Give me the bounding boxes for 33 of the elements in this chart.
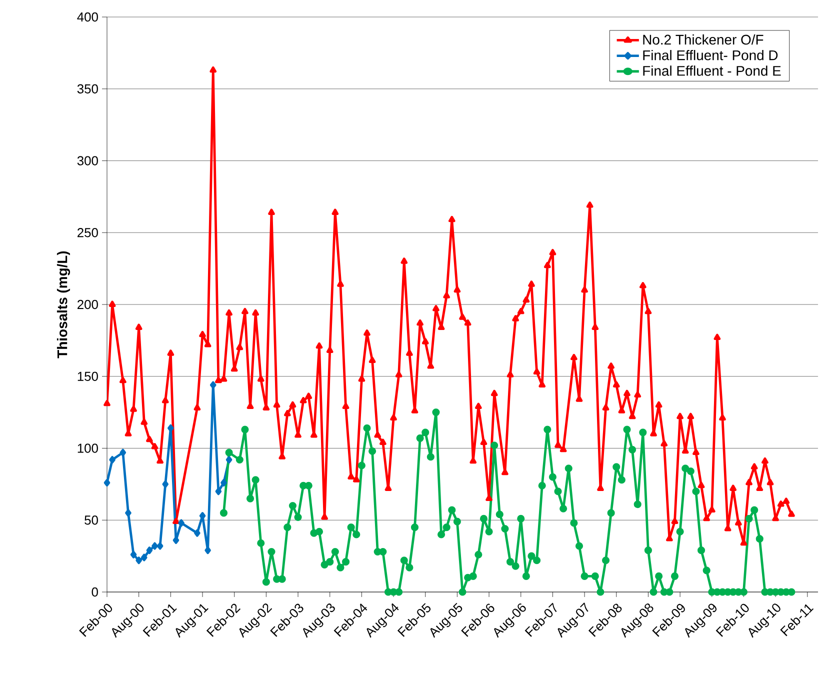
point — [162, 480, 169, 488]
point — [109, 456, 116, 464]
point — [178, 519, 184, 527]
point — [146, 546, 153, 554]
y-tick-label: 150 — [78, 372, 98, 381]
legend-label: No.2 Thickener O/F — [643, 34, 764, 45]
y-tick-label: 100 — [78, 444, 98, 453]
point — [130, 550, 137, 558]
point — [194, 529, 200, 537]
y-tick-label: 350 — [77, 84, 98, 94]
y-tick-label: 0 — [92, 587, 98, 597]
point — [141, 554, 148, 562]
y-tick-label: 400 — [77, 12, 98, 22]
point — [215, 488, 222, 496]
point — [220, 478, 227, 487]
y-axis-title: Thiosalts (mg/L) — [56, 251, 70, 358]
point — [152, 542, 158, 550]
legend-label: Final Effluent- Pond D — [643, 50, 778, 60]
point — [226, 456, 232, 464]
point — [168, 424, 174, 432]
y-tick-label: 50 — [84, 516, 98, 525]
y-tick-label: 300 — [77, 156, 98, 166]
point — [156, 542, 164, 550]
y-tick-label: 200 — [78, 300, 98, 310]
point — [120, 448, 126, 456]
point — [136, 556, 142, 564]
point — [172, 536, 180, 544]
legend-label: Final Effluent - Pond E — [643, 66, 781, 76]
point — [125, 509, 132, 517]
point — [104, 478, 110, 487]
y-tick-label: 250 — [78, 228, 98, 238]
point — [210, 381, 216, 389]
point — [204, 546, 211, 554]
